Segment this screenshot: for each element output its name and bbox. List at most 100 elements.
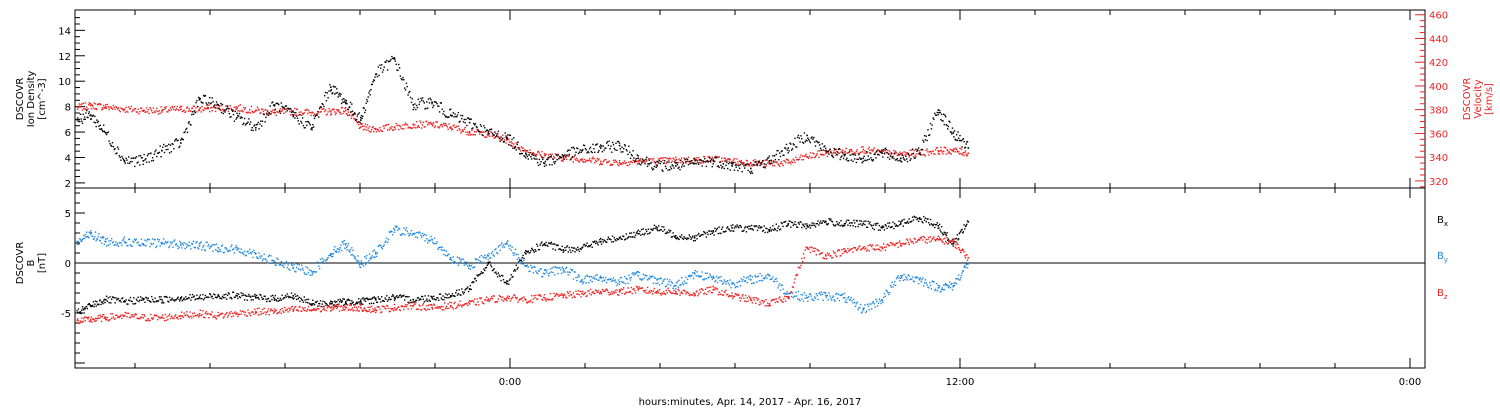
bx-series-point [214,294,216,296]
density-series-point [365,102,367,104]
bx-series-point [94,300,97,302]
density-series-point [415,104,418,107]
bz-series-point [245,315,247,317]
bx-series-point [507,280,509,283]
density-series-point [720,164,722,167]
by-series-point [292,267,295,269]
velocity-series-point [904,154,906,156]
bx-series-point [607,236,610,238]
by-series-point [107,244,109,246]
bz-series-point [293,308,295,310]
velocity-series-point [710,159,713,161]
by-series-point [235,245,237,247]
density-series-point [172,143,174,146]
by-series-point [182,244,184,246]
density-series-point [743,165,745,167]
velocity-series-point [852,152,854,155]
by-series-point [618,281,621,283]
bx-series-point [278,300,280,302]
bx-series-point [848,222,851,224]
bx-series-point [191,293,194,296]
density-series-point [705,165,708,168]
density-series-point [108,140,110,142]
velocity-series-point [943,150,945,153]
bx-series-point [351,300,353,302]
density-series-point [161,149,163,152]
bz-series-point [322,308,324,311]
velocity-series-point [108,108,110,111]
bx-series-point [820,222,823,224]
by-series-point [953,284,956,287]
velocity-series-point [182,110,184,112]
density-series-point [879,151,881,153]
bx-series-point [253,295,255,297]
by-series-point [472,267,474,269]
bx-series-point [259,293,261,296]
velocity-series-point [85,108,87,111]
velocity-series-point [515,142,517,144]
density-series-point [464,122,466,124]
by-series-point [640,278,642,280]
density-series-point [945,124,948,126]
by-series-point [597,279,599,281]
by-series-point [847,297,849,299]
by-series-point [528,270,530,273]
bz-series-point [115,314,117,317]
density-series-point [94,122,97,124]
density-series-point [789,142,791,144]
density-series-point [629,151,631,153]
bx-series-point [428,299,431,301]
bx-series-point [532,249,535,252]
velocity-series-point [510,141,512,143]
bx-series-point [905,222,907,224]
by-series-point [813,299,815,301]
density-series-point [565,156,567,158]
density-series-point [888,158,891,160]
by-series-point [237,247,239,249]
density-series-point [343,101,345,103]
density-series-point [114,148,116,150]
bz-series-point [316,307,318,310]
bx-series-point [223,294,225,296]
bx-series-point [301,298,303,301]
velocity-series-point [731,160,733,163]
by-series-point [278,264,281,266]
velocity-series-point [107,106,109,108]
by-series-point [543,273,546,275]
density-series-point [373,79,375,82]
by-series-point [358,260,360,262]
velocity-series-point [165,106,167,108]
density-series-point [729,169,731,171]
bx-series-point [225,293,227,296]
by-series-point [373,249,375,251]
velocity-series-point [85,106,88,108]
velocity-series-point [536,151,539,153]
velocity-series-point [268,113,270,115]
density-series-point [385,61,387,63]
bx-series-point [730,224,732,227]
bz-series-point [278,312,280,314]
density-series-point [718,166,720,169]
by-series-point [191,243,194,245]
density-series-point [717,165,719,167]
bx-series-point [662,230,664,232]
bz-series-point [177,318,179,320]
velocity-series-point [702,162,704,164]
velocity-series-point [180,105,182,108]
density-series-point [744,164,747,166]
bx-series-point [862,223,865,225]
velocity-series-point [94,108,96,110]
bx-series-point [236,293,238,295]
bx-series-point [91,305,93,308]
bx-series-point [475,280,477,282]
by-series-point [690,274,692,276]
bx-series-point [403,294,405,296]
by-series-point [891,281,893,283]
by-series-point [866,303,869,305]
by-series-point [100,242,103,244]
velocity-series-point [687,156,690,159]
density-series-point [530,156,532,158]
velocity-series-point [337,110,339,112]
bx-series-point [139,296,142,298]
bx-series-point [294,293,296,295]
